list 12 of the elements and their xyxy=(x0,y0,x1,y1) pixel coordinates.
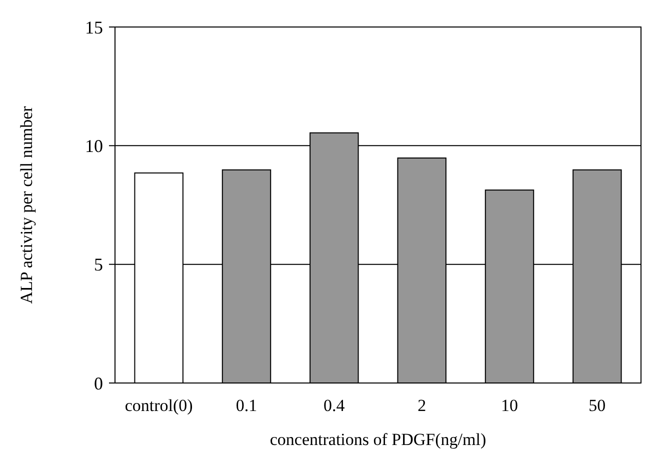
y-tick-label: 5 xyxy=(94,254,103,275)
x-tick-label: 0.4 xyxy=(324,396,346,415)
x-tick-label: 50 xyxy=(588,396,606,415)
x-tick-label: 0.1 xyxy=(236,396,258,415)
y-axis-title: ALP activity per cell number xyxy=(17,106,36,304)
x-axis-title: concentrations of PDGF(ng/ml) xyxy=(270,430,486,449)
y-tick-label: 15 xyxy=(85,17,103,38)
x-tick-label: 2 xyxy=(418,396,426,415)
y-tick-label: 10 xyxy=(85,136,103,156)
y-tick-label: 0 xyxy=(94,373,103,394)
x-tick-label: control(0) xyxy=(124,396,193,415)
x-tick-label: 10 xyxy=(501,396,518,415)
